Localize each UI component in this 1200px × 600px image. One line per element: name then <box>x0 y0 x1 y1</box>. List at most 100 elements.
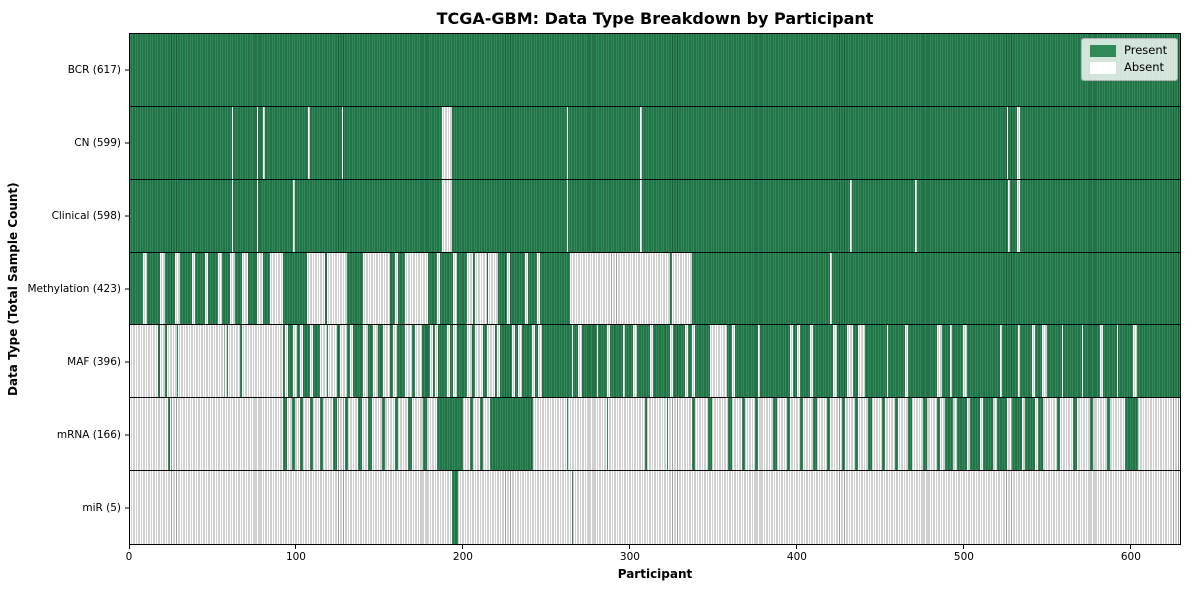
segment-absent <box>285 325 289 398</box>
segment-absent <box>143 252 147 325</box>
x-tick-mark <box>796 545 798 549</box>
segment-absent <box>1041 325 1047 398</box>
segment-absent <box>691 325 695 398</box>
segment-absent <box>373 325 379 398</box>
segment-absent <box>566 106 569 179</box>
x-tick-label: 500 <box>953 551 974 563</box>
segment-present <box>813 398 817 471</box>
segment-absent <box>950 325 952 398</box>
segment-absent <box>858 325 865 398</box>
segment-present <box>571 471 574 544</box>
segment-present <box>826 398 830 471</box>
y-tick-mark <box>125 361 129 363</box>
segment-absent <box>1000 325 1002 398</box>
segment-present <box>936 398 940 471</box>
segment-absent <box>436 252 440 325</box>
segment-present <box>408 398 412 471</box>
segment-present <box>773 398 777 471</box>
segment-absent <box>936 325 942 398</box>
segment-absent <box>231 179 234 252</box>
segment-absent <box>446 325 450 398</box>
segment-absent <box>488 252 499 325</box>
segment-absent <box>228 325 240 398</box>
segment-absent <box>306 252 325 325</box>
heatmap-row-bcr <box>130 34 1180 107</box>
segment-absent <box>1018 325 1020 398</box>
x-tick-label: 400 <box>786 551 807 563</box>
segment-present <box>1038 398 1044 471</box>
segment-absent <box>905 325 909 398</box>
segment-present <box>333 398 337 471</box>
legend-item-absent: Absent <box>1090 62 1167 74</box>
y-tick-label: Methylation (423) <box>27 283 121 295</box>
segment-present <box>868 398 872 471</box>
segment-absent <box>453 325 457 398</box>
x-tick-label: 0 <box>125 551 133 563</box>
heatmap-row-cn <box>130 106 1180 180</box>
segment-absent <box>963 325 967 398</box>
segment-absent <box>1081 325 1084 398</box>
segment-present <box>741 398 745 471</box>
segment-absent <box>640 179 642 252</box>
y-tick-label: Clinical (598) <box>51 209 121 222</box>
segment-absent <box>130 325 159 398</box>
segment-absent <box>466 252 474 325</box>
segment-present <box>800 398 804 471</box>
heatmap-row-methylation <box>130 252 1180 326</box>
segment-present <box>480 398 484 471</box>
segment-present <box>1090 398 1094 471</box>
segment-present <box>983 398 994 471</box>
segment-absent <box>570 252 670 325</box>
segment-present <box>841 398 845 471</box>
segment-absent <box>1116 325 1119 398</box>
segment-absent <box>623 325 625 398</box>
segment-absent <box>435 325 439 398</box>
segment-absent <box>850 179 852 252</box>
segment-present <box>291 398 295 471</box>
x-tick-label: 100 <box>285 551 306 563</box>
x-tick-mark <box>629 545 631 549</box>
segment-present <box>996 398 1007 471</box>
segment-present <box>945 398 954 471</box>
segment-absent <box>205 252 209 325</box>
segment-present <box>368 398 372 471</box>
segment-present <box>1106 398 1110 471</box>
segment-present <box>1056 398 1060 471</box>
segment-absent <box>441 179 452 252</box>
segment-present <box>436 398 464 471</box>
segment-absent <box>486 325 495 398</box>
y-tick-label: mRNA (166) <box>56 429 121 442</box>
segment-present <box>345 398 349 471</box>
segment-absent <box>1031 325 1035 398</box>
segment-absent <box>566 179 569 252</box>
segment-present <box>423 398 427 471</box>
segment-absent <box>363 325 369 398</box>
segment-present <box>1073 398 1077 471</box>
x-tick-mark <box>128 545 130 549</box>
segment-absent <box>263 106 265 179</box>
heatmap-row-maf <box>130 325 1180 399</box>
segment-present <box>728 398 732 471</box>
segment-absent <box>1016 179 1020 252</box>
segment-present <box>855 398 859 471</box>
segment-present <box>283 398 287 471</box>
segment-absent <box>441 106 452 179</box>
segment-absent <box>241 252 249 325</box>
segment-absent <box>810 325 814 398</box>
segment-absent <box>571 325 574 398</box>
segment-absent <box>830 252 832 325</box>
heatmap-row-clinical <box>130 179 1180 253</box>
y-tick-label: CN (599) <box>74 136 121 149</box>
segment-absent <box>300 325 304 398</box>
segment-absent <box>1100 325 1104 398</box>
legend-label-absent: Absent <box>1124 60 1165 75</box>
segment-present <box>645 398 647 471</box>
segment-absent <box>886 325 889 398</box>
segment-absent <box>731 325 735 398</box>
segment-present <box>970 398 980 471</box>
segment-absent <box>466 325 472 398</box>
x-tick-label: 200 <box>452 551 473 563</box>
segment-absent <box>633 325 637 398</box>
y-tick-mark <box>125 142 129 144</box>
